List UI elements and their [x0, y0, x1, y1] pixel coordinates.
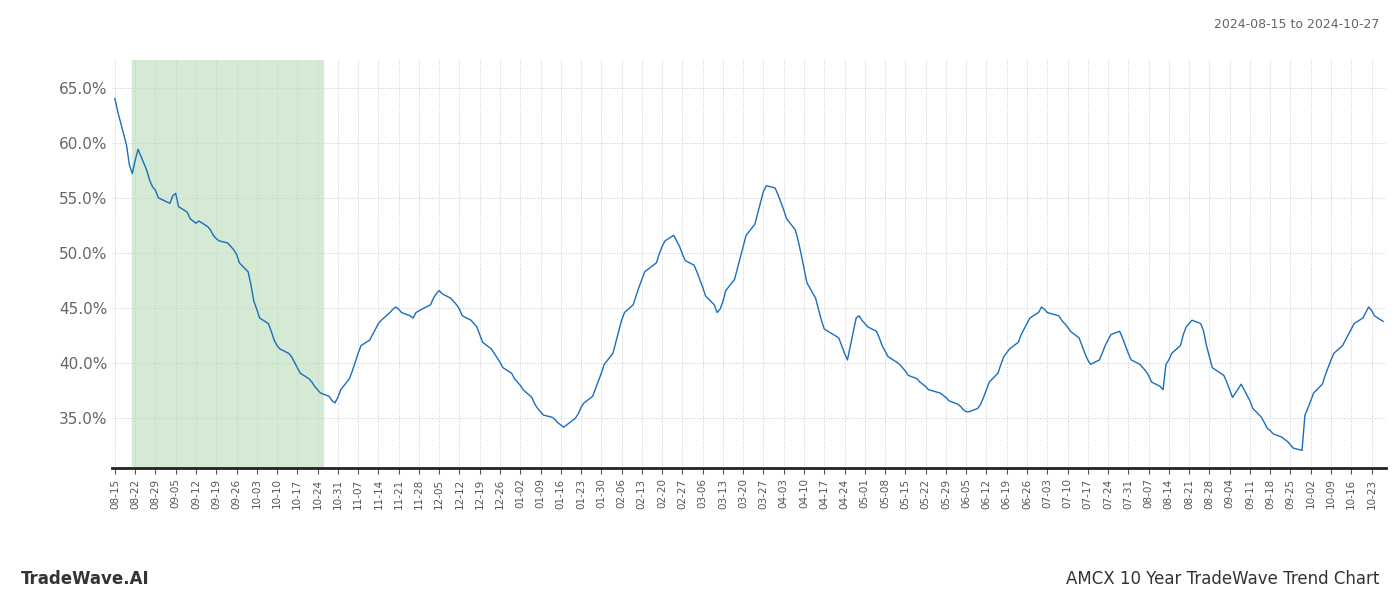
Text: TradeWave.AI: TradeWave.AI — [21, 570, 150, 588]
Text: AMCX 10 Year TradeWave Trend Chart: AMCX 10 Year TradeWave Trend Chart — [1065, 570, 1379, 588]
Bar — [132, 60, 323, 468]
Text: 2024-08-15 to 2024-10-27: 2024-08-15 to 2024-10-27 — [1214, 18, 1379, 31]
